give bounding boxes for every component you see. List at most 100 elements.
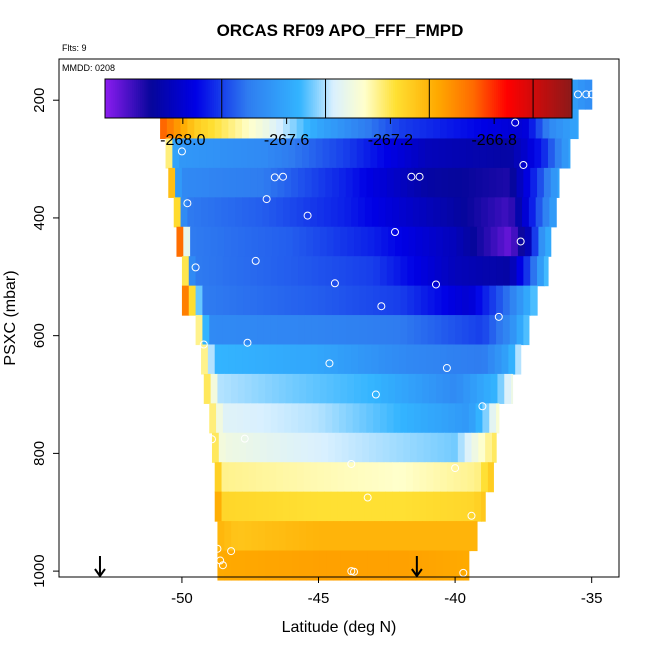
colorbar-swatch: [173, 79, 176, 118]
colorbar-swatch: [184, 79, 188, 118]
heatmap-cell: [426, 462, 434, 493]
heatmap-cell: [207, 109, 216, 140]
heatmap-cell: [456, 550, 464, 581]
heatmap-cell: [474, 344, 482, 375]
heatmap-cell: [283, 462, 291, 493]
colorbar-swatch: [157, 79, 160, 118]
heatmap-cell: [318, 315, 326, 346]
heatmap-cell: [400, 285, 408, 316]
heatmap-cell: [405, 491, 414, 522]
heatmap-cell: [349, 138, 358, 169]
heatmap-cell: [250, 315, 258, 346]
heatmap-cell: [330, 491, 339, 522]
heatmap-cell: [466, 138, 474, 169]
heatmap-cell: [414, 403, 422, 434]
heatmap-cell: [258, 521, 266, 552]
heatmap-cell: [270, 315, 279, 346]
heatmap-cell: [405, 109, 414, 140]
heatmap-cell: [379, 256, 388, 287]
heatmap-cell: [317, 491, 325, 522]
heatmap-cell: [489, 315, 497, 346]
colorbar-swatch: [196, 79, 199, 118]
heatmap-cell: [325, 167, 333, 198]
heatmap-cell: [325, 315, 333, 346]
colorbar-swatch: [535, 79, 538, 118]
heatmap-cell: [344, 197, 352, 228]
heatmap-cell: [468, 256, 477, 287]
heatmap-cell: [339, 256, 347, 287]
heatmap-cell: [209, 315, 217, 346]
heatmap-cell: [420, 167, 429, 198]
heatmap-cell: [543, 167, 552, 198]
heatmap-cell: [475, 285, 484, 316]
heatmap-cell: [298, 403, 306, 434]
heatmap-cell: [179, 138, 187, 169]
heatmap-cell: [326, 550, 335, 581]
heatmap-cells: [154, 79, 593, 581]
heatmap-cell: [400, 167, 408, 198]
colorbar-swatch: [505, 79, 509, 118]
heatmap-cell: [490, 226, 499, 257]
heatmap-cell: [270, 285, 279, 316]
heatmap-cell: [221, 109, 229, 140]
colorbar-swatch: [418, 79, 421, 118]
colorbar-swatch: [542, 79, 546, 118]
heatmap-cell: [304, 167, 313, 198]
heatmap-cell: [311, 256, 320, 287]
heatmap-cell: [364, 197, 373, 228]
heatmap-cell: [278, 521, 287, 552]
colorbar-swatch: [313, 79, 316, 118]
heatmap-cell: [221, 197, 229, 228]
heatmap-cell: [561, 138, 570, 169]
arrow-head: [411, 568, 423, 578]
heatmap-cell: [412, 491, 421, 522]
heatmap-cell: [251, 226, 260, 257]
heatmap-cell: [483, 226, 492, 257]
heatmap-cell: [440, 462, 448, 493]
heatmap-cell: [291, 403, 299, 434]
heatmap-cell: [263, 256, 272, 287]
heatmap-cell: [476, 373, 485, 404]
heatmap-cell: [407, 403, 415, 434]
heatmap-cell: [262, 491, 270, 522]
colorbar-swatch: [233, 79, 236, 118]
heatmap-cell: [568, 138, 571, 169]
sample-marker: [459, 568, 468, 577]
heatmap-cell: [496, 315, 504, 346]
colorbar-swatch: [402, 79, 406, 118]
heatmap-cell: [283, 344, 291, 375]
heatmap-cell: [358, 109, 366, 140]
heatmap-cell: [446, 109, 455, 140]
heatmap-cell: [339, 285, 347, 316]
colorbar-swatch: [398, 79, 402, 118]
heatmap-cell: [265, 373, 273, 404]
heatmap-cell: [339, 403, 347, 434]
heatmap-cell: [419, 197, 428, 228]
sample-marker: [467, 511, 476, 520]
colorbar-swatch: [330, 79, 334, 118]
colorbar-swatch: [256, 79, 260, 118]
colorbar-swatch: [531, 79, 534, 118]
colorbar-swatch: [262, 79, 266, 118]
heatmap-cell: [393, 285, 402, 316]
flights-label: Flts: 9: [62, 43, 87, 53]
heatmap-cell: [513, 138, 522, 169]
colorbar-swatch: [468, 79, 472, 118]
heatmap-cell: [420, 315, 429, 346]
heatmap-cell: [366, 285, 374, 316]
heatmap-cell: [258, 373, 266, 404]
heatmap-cell: [475, 167, 484, 198]
sample-marker: [582, 90, 591, 99]
heatmap-cell: [328, 432, 336, 463]
heatmap-cell: [267, 138, 276, 169]
heatmap-cell: [272, 373, 280, 404]
heatmap-cell: [269, 462, 277, 493]
colorbar-swatch: [141, 79, 145, 118]
heatmap-cell: [319, 226, 328, 257]
heatmap-cell: [534, 138, 542, 169]
colorbar-swatch: [385, 79, 388, 118]
heatmap-cell: [487, 109, 496, 140]
colorbar-swatch: [424, 79, 427, 118]
colorbar-tick-label: -266.8: [471, 132, 516, 149]
heatmap-cell: [276, 197, 284, 228]
